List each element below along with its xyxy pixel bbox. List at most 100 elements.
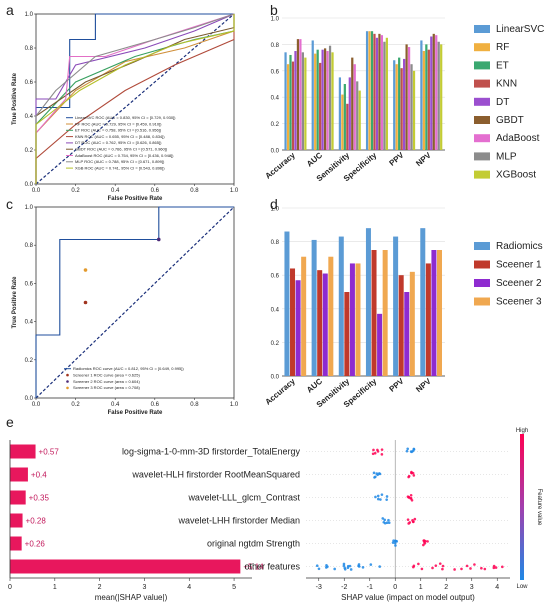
beeswarm-dot [460,567,463,571]
bars-d-category-label-5: NPV [414,376,433,394]
beeswarm-x-tick-label: 3 [470,584,474,591]
roc-a-x-tick-label: 0.6 [151,188,160,194]
beeswarm-dot [378,565,382,568]
shap-bar-x-tick-label: 1 [53,584,57,591]
shap-bar-3 [10,513,23,528]
roc-a-x-tick-label: 0.4 [111,188,120,194]
colorbar [520,434,524,580]
colorbar-high-label: High [516,428,528,434]
bars-b-legend-label-1: RF [496,42,509,53]
beeswarm-dot [373,451,377,455]
bars-b-bar-3-5 [378,33,381,151]
bars-d-bar-5-0 [420,228,426,376]
bars-b-bar-1-8 [331,52,334,150]
beeswarm-dot [406,447,409,451]
bars-b-bar-0-1 [286,64,290,150]
bars-d-legend-label-2: Sceener 2 [496,278,542,289]
bars-b-bar-4-7 [410,64,413,150]
bars-b-bar-0-3 [291,61,295,151]
beeswarm-dot [378,472,382,476]
shap-feature-label-4: original ngtdm Strength [207,539,300,549]
beeswarm-dot [407,475,410,479]
roc-a-legend-label-0: LinearSVC ROC (AUC = 0.830, 95% CI = [0.… [75,115,176,120]
bars-b-legend-swatch-5 [474,116,490,124]
beeswarm-dot [372,448,375,452]
shap-bar-1 [10,467,28,482]
bars-b-bar-0-8 [304,57,307,150]
bars-d-bar-4-2 [404,292,410,376]
bars-b-bar-2-0 [338,77,342,150]
beeswarm-dot [453,568,456,571]
beeswarm-x-tick-label: 1 [419,584,423,591]
roc-c-y-tick-label: 0.6 [25,281,34,287]
bars-d-y-tick-label: 1.0 [271,207,280,213]
beeswarm-dot [372,471,376,475]
bars-b-legend-label-5: GBDT [496,115,524,126]
beeswarm-dot [381,517,385,520]
roc-a-x-tick-label: 0.8 [190,188,199,194]
roc-a-legend-label-3: KNN ROC (AUC = 0.655, 95% CI = [0.488, 0… [75,134,165,139]
bars-b-bar-3-6 [380,35,384,150]
beeswarm-dot [422,543,425,547]
bars-d-bar-4-1 [398,275,404,376]
bars-d-bar-4-3 [409,271,415,376]
bars-b-bar-2-2 [343,84,346,150]
bars-d-category-label-1: AUC [305,377,324,395]
panel-label-e: e [6,414,14,430]
bars-b-bar-4-1 [395,64,398,150]
roc-c-y-axis-label: True Positive Rate [12,276,18,329]
roc-c-x-tick-label: 0.4 [111,402,120,408]
panel-label-c: c [6,196,13,212]
shap-bar-x-axis-label: mean(|SHAP value|) [95,593,168,602]
beeswarm-dot [393,541,397,545]
bars-b-legend-label-6: AdaBoost [496,133,540,144]
bars-b-bar-5-6 [435,35,438,150]
beeswarm-dot [375,472,379,475]
bars-d-bar-1-1 [317,270,323,376]
bars-d-legend-label-0: Radiomics [496,241,543,252]
bars-d-bar-0-2 [295,280,301,376]
beeswarm-dot [413,517,417,521]
beeswarm-dot [387,518,390,522]
bars-d-legend-swatch-3 [474,297,490,306]
beeswarm-dot [412,564,416,568]
beeswarm-dot [374,475,377,479]
bars-b-bar-3-2 [370,31,374,151]
bars-b-y-tick-label: 0.8 [271,43,280,49]
bars-d-legend-swatch-0 [474,242,490,250]
roc-a-y-tick-label: 0.4 [25,114,34,120]
bars-b-legend-swatch-0 [474,25,490,33]
roc-a-legend-label-2: ET ROC (AUC = 0.758, 95% CI = [0.516, 0.… [75,128,162,133]
roc-c-x-tick-label: 1.0 [230,402,239,408]
beeswarm-dot [385,498,388,501]
bars-b-bar-5-3 [427,49,430,150]
bars-b-bar-5-8 [440,44,443,150]
bars-b-bar-1-2 [316,49,319,150]
roc-a-x-axis-label: False Positive Rate [108,196,163,202]
bars-d-bar-2-2 [349,263,355,376]
beeswarm-x-tick-label: 2 [444,584,448,591]
beeswarm-dot [376,450,380,453]
bars-b-bar-2-8 [358,90,361,150]
shap-bar-value-0: +0.57 [39,448,60,457]
beeswarm-dot [382,520,386,524]
beeswarm-x-tick-label: -3 [316,584,322,591]
beeswarm-dot [465,564,469,568]
beeswarm-dot [325,566,328,569]
roc-c-y-tick-label: 1.0 [25,205,34,211]
beeswarm-dot [394,539,398,543]
bars-d-bar-2-1 [344,292,350,376]
beeswarm-dot [376,494,380,498]
bars-d-bar-5-2 [431,250,437,376]
beeswarm-dot [492,566,496,570]
shap-bar-value-5: +5.14 [243,563,264,572]
roc-a-legend-label-8: XGB ROC (AUC = 0.741, 95% CI = [0.543, 0… [75,165,165,170]
beeswarm-dot [406,518,410,521]
beeswarm-dot [441,564,445,568]
bars-b-bar-4-5 [405,44,408,150]
bars-d-bar-1-2 [322,273,328,376]
bars-b-bar-5-5 [432,33,435,151]
colorbar-title: Feature value [536,489,542,526]
bars-b-bar-0-6 [299,39,302,151]
